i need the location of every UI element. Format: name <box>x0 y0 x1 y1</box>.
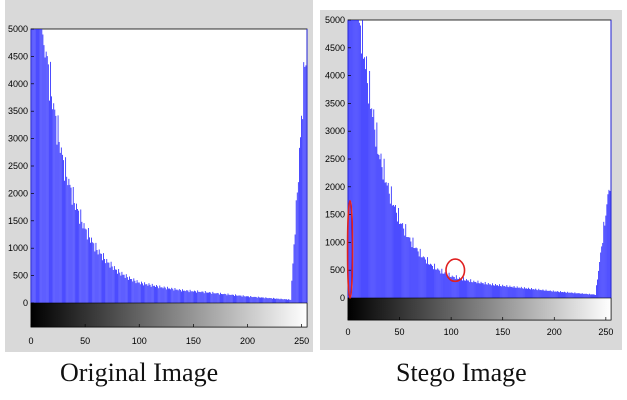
y-tick-label: 0 <box>340 293 345 303</box>
x-tick-label: 250 <box>294 336 309 346</box>
x-tick-label: 200 <box>240 336 255 346</box>
y-tick-label: 2500 <box>8 161 28 171</box>
y-tick-label: 4500 <box>8 51 28 61</box>
caption-original: Original Image <box>60 358 219 387</box>
y-tick-label: 3000 <box>8 134 28 144</box>
x-tick-label: 50 <box>395 327 405 337</box>
histogram-stego-panel: 0 500 1000 1500 2000 2500 3000 3500 4000 4500 5000… <box>320 10 622 350</box>
x-tick-label: 100 <box>132 336 147 346</box>
y-tick-label: 1500 <box>325 210 345 220</box>
y-tick-label: 3500 <box>325 98 345 108</box>
x-tick-label: 100 <box>444 327 459 337</box>
y-tick-label: 4500 <box>325 43 345 53</box>
y-tick-label: 4000 <box>8 79 28 89</box>
y-tick-label: 5000 <box>325 15 345 25</box>
y-tick-label: 500 <box>13 271 28 281</box>
y-tick-label: 1000 <box>8 243 28 253</box>
y-tick-label: 2000 <box>8 188 28 198</box>
y-tick-label: 2500 <box>325 154 345 164</box>
x-tick-label: 0 <box>345 327 350 337</box>
x-tick-label: 0 <box>28 336 33 346</box>
y-tick-label: 3000 <box>325 126 345 136</box>
y-tick-label: 4000 <box>325 71 345 81</box>
histogram-stego-chart: 0500100015002000250030003500400045005000… <box>325 15 613 337</box>
plot-area <box>30 28 308 328</box>
x-tick-label: 250 <box>598 327 613 337</box>
x-tick-label: 200 <box>547 327 562 337</box>
grayscale-colorbar <box>30 302 308 328</box>
grayscale-colorbar <box>347 297 612 321</box>
y-tick-label: 0 <box>23 298 28 308</box>
x-tick-label: 150 <box>495 327 510 337</box>
red-annotation-circle <box>346 199 354 299</box>
y-tick-label: 5000 <box>8 24 28 34</box>
y-tick-label: 2000 <box>325 182 345 192</box>
caption-stego: Stego Image <box>396 358 527 387</box>
x-tick-label: 150 <box>186 336 201 346</box>
red-annotation-circle <box>445 258 466 283</box>
y-tick-label: 3500 <box>8 106 28 116</box>
y-tick-label: 500 <box>330 265 345 275</box>
y-tick-label: 1500 <box>8 216 28 226</box>
y-tick-label: 1000 <box>325 237 345 247</box>
x-tick-label: 50 <box>80 336 90 346</box>
histogram-original-panel: 0 500 1000 1500 2000 2500 3000 3500 4000 4500 5000… <box>5 0 313 352</box>
histogram-original-chart: 0500100015002000250030003500400045005000… <box>8 24 309 346</box>
